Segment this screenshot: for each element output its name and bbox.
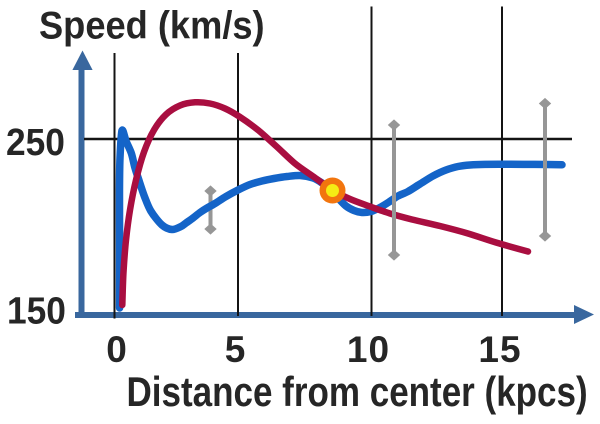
svg-text:250: 250 — [6, 121, 65, 163]
svg-text:Speed (km/s): Speed (km/s) — [39, 3, 265, 46]
svg-text:5: 5 — [225, 329, 246, 370]
svg-text:0: 0 — [106, 329, 127, 370]
svg-text:Distance from center (kpcs): Distance from center (kpcs) — [127, 369, 588, 416]
svg-text:15: 15 — [478, 329, 521, 370]
svg-text:10: 10 — [347, 329, 390, 370]
svg-text:150: 150 — [7, 289, 66, 331]
